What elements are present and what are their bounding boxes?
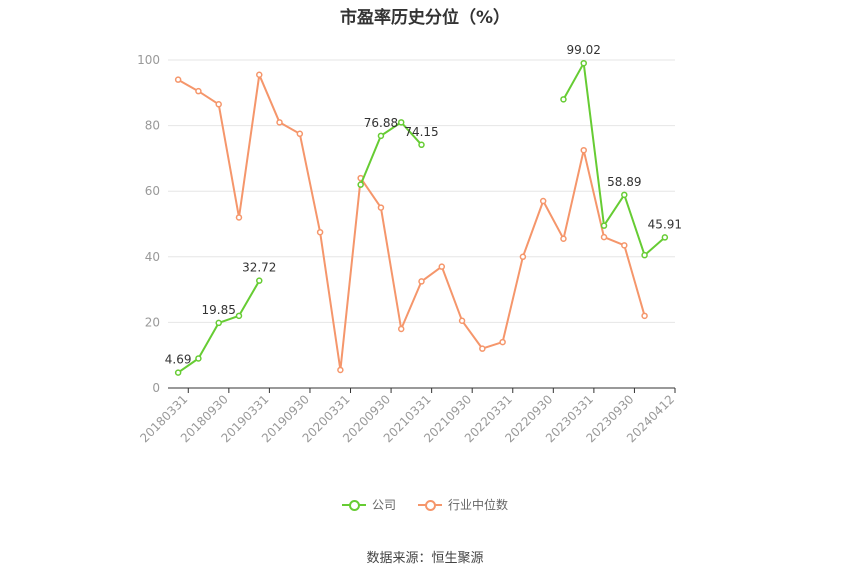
data-label-company: 99.02 [567,43,601,57]
legend-item-company[interactable]: 公司 [341,496,396,513]
data-label-company: 32.72 [242,261,276,275]
y-tick-label: 80 [145,119,160,133]
y-tick-label: 40 [145,250,160,264]
data-point-industry-median[interactable] [560,235,567,243]
data-label-company: 76.88 [364,116,398,130]
data-point-industry-median[interactable] [377,204,385,211]
data-label-company: 58.89 [607,175,641,189]
data-point-company[interactable] [560,96,567,103]
data-point-company[interactable] [215,319,222,327]
legend: 公司 行业中位数 [0,496,850,513]
data-label-company: 74.15 [404,125,438,139]
data-point-company[interactable] [621,191,628,199]
data-point-industry-median[interactable] [479,345,486,352]
data-point-industry-median[interactable] [256,71,263,79]
data-point-industry-median[interactable] [276,119,283,126]
data-point-company[interactable] [377,132,385,140]
data-point-industry-median[interactable] [580,146,587,154]
data-point-industry-median[interactable] [397,325,405,333]
data-point-industry-median[interactable] [641,312,648,320]
data-point-industry-median[interactable] [438,263,446,270]
data-point-company[interactable] [195,355,202,362]
legend-label-industry-median: 行业中位数 [448,498,509,512]
data-point-company[interactable] [600,222,608,229]
data-point-company[interactable] [357,181,364,188]
legend-label-company: 公司 [371,498,396,512]
data-point-industry-median[interactable] [600,233,608,241]
data-point-industry-median[interactable] [235,214,243,221]
data-point-company[interactable] [256,277,263,284]
legend-swatch-company [341,498,366,512]
legend-swatch-industry-median [418,498,442,512]
data-point-industry-median[interactable] [458,317,466,325]
data-point-company[interactable] [174,369,182,376]
y-tick-label: 60 [145,184,160,198]
series-line-company [359,121,423,185]
data-point-industry-median[interactable] [499,338,506,346]
data-point-industry-median[interactable] [215,101,222,108]
data-label-company: 45.91 [648,217,682,231]
y-tick-label: 100 [137,53,160,67]
data-point-industry-median[interactable] [539,197,547,205]
data-point-industry-median[interactable] [316,228,324,236]
data-point-industry-median[interactable] [195,87,202,95]
y-tick-label: 0 [152,381,160,395]
series-line-industry-median [177,73,646,371]
y-tick-label: 20 [145,315,160,329]
data-source: 数据来源：恒生聚源 [366,551,484,566]
data-point-industry-median[interactable] [519,253,527,261]
data-point-company[interactable] [641,251,648,259]
data-point-industry-median[interactable] [418,278,425,285]
data-point-company[interactable] [397,119,405,126]
data-point-company[interactable] [580,59,587,67]
data-label-company: 4.69 [165,353,192,367]
data-point-company[interactable] [661,234,669,241]
series-line-company [562,62,666,257]
data-point-company[interactable] [418,141,425,149]
data-point-industry-median[interactable] [621,242,628,249]
legend-item-industry-median[interactable]: 行业中位数 [418,496,508,513]
data-point-industry-median[interactable] [337,366,344,374]
data-point-industry-median[interactable] [174,76,182,83]
data-point-industry-median[interactable] [296,130,304,138]
chart-title: 市盈率历史分位（%） [339,8,511,28]
data-point-company[interactable] [235,312,243,320]
data-label-company: 19.85 [202,303,236,317]
